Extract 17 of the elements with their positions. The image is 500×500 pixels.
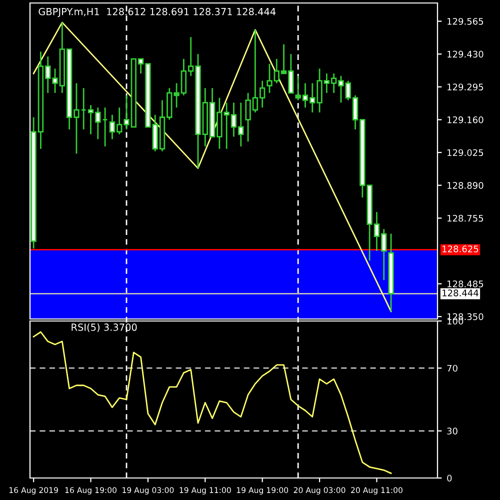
y-tick-label: 128.755 [448,214,484,222]
y-tick-label: 129.160 [448,116,484,124]
y-tick-label: 128.485 [448,280,484,288]
chart-title: RSI(5) 3.3700 [72,323,137,332]
line-series [32,331,392,474]
chart-title: GBPJPY.m,H1 128.612 128.691 128.371 128.444 [38,8,276,18]
y-tick-label: 129.565 [448,18,484,25]
y-tick-label: 70 [447,364,458,372]
y-tick-label: 129.430 [448,50,484,58]
y-tick-label: 30 [447,428,458,434]
y-tick-label: 129.295 [448,84,484,90]
y-tick-label: 128.890 [448,182,484,189]
ref-line-label: 128.444 [442,290,478,296]
line-series [32,22,392,312]
ref-line-label: 128.625 [442,246,478,252]
y-tick-label: 0 [447,474,452,482]
y-tick-label: 129.025 [448,149,484,156]
